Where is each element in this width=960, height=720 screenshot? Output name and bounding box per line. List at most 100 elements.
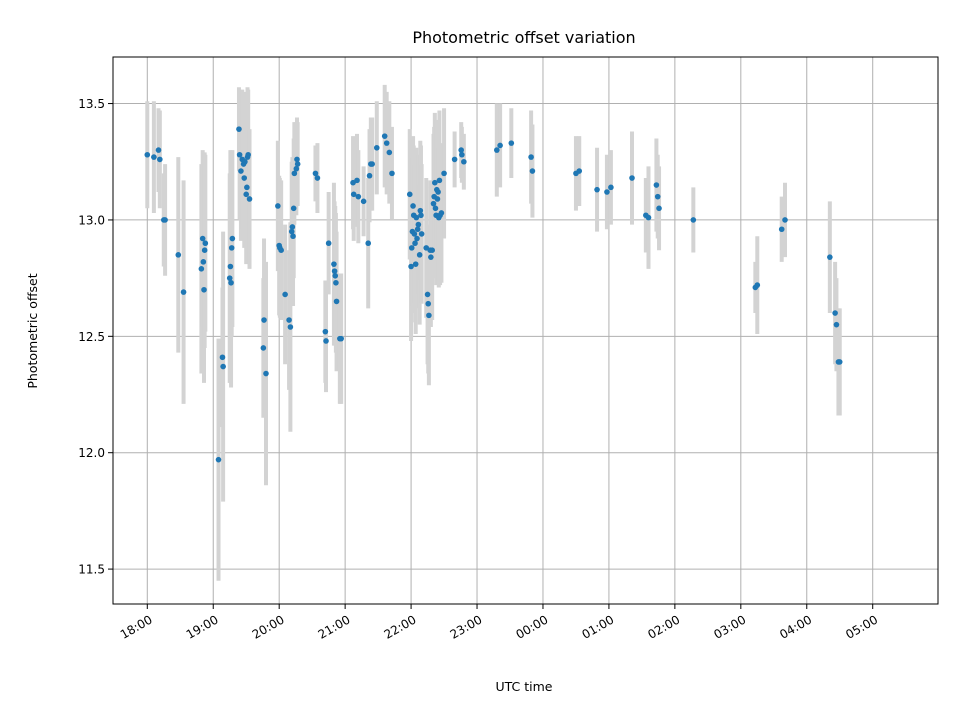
data-point [360,198,367,205]
data-point [175,252,182,258]
data-point [243,191,250,198]
x-axis-label: UTC time [496,679,553,694]
data-point [494,147,500,153]
data-point [508,140,515,146]
data-point [529,168,536,174]
data-point [429,247,435,253]
data-point [202,240,209,247]
points-layer [144,126,843,463]
data-point [350,191,357,198]
data-point [314,175,321,181]
data-point [412,240,418,247]
data-point [594,186,600,193]
data-point [408,263,414,270]
data-point [290,205,297,212]
data-point [406,191,413,198]
data-point [242,158,248,165]
data-point [291,170,298,177]
data-point [331,268,338,274]
data-point [245,151,251,158]
y-tick-label: 13.0 [78,213,105,227]
data-point [260,345,267,351]
data-point [432,205,439,212]
data-point [836,359,843,365]
y-axis-label: Photometric offset [25,273,40,388]
y-tick-label: 12.5 [78,330,105,344]
data-point [386,149,393,156]
data-point [827,254,833,260]
data-point [629,175,635,181]
data-point [458,147,465,153]
data-point [287,324,294,330]
data-point [155,147,162,153]
data-point [241,175,248,181]
data-point [438,210,445,216]
data-point [754,282,761,288]
data-point [461,158,467,165]
data-point [389,170,395,177]
data-point [226,275,233,281]
data-point [424,291,431,298]
data-point [411,231,418,237]
data-point [434,196,441,202]
data-point [417,207,424,214]
data-point [778,226,785,233]
data-point [408,245,415,251]
plot-frame [112,56,939,605]
data-point [278,247,284,253]
data-point [198,266,205,272]
data-point [432,179,438,186]
data-point [355,193,362,200]
y-tick-label: 11.5 [78,563,105,577]
data-point [333,298,340,305]
data-point [282,291,288,298]
data-point [414,235,420,242]
data-point [275,203,281,209]
data-point [290,233,296,240]
data-point [294,161,301,167]
data-point [428,254,434,260]
data-point [288,228,295,235]
data-point [426,312,432,319]
chart-title: Photometric offset variation [412,28,635,47]
data-point [180,289,187,295]
data-point [333,279,339,286]
data-point [286,317,292,323]
y-tick-label: 13.5 [78,97,105,111]
data-point [645,214,652,221]
data-point [220,363,226,370]
data-point [604,189,610,195]
data-point [365,240,372,247]
data-point [451,156,458,163]
data-point [413,214,420,221]
data-point [151,154,157,160]
data-point [325,240,332,247]
data-point [412,261,419,267]
data-point [576,168,583,174]
data-point [246,196,253,202]
data-point [654,193,661,200]
data-point [418,212,424,219]
data-point [416,252,423,258]
data-point [312,170,319,177]
data-point [435,189,441,195]
data-point [366,172,373,179]
data-point [425,300,432,307]
data-point [354,177,360,184]
data-point [332,273,339,279]
data-point [414,226,421,233]
data-point [436,177,443,184]
data-point [833,321,840,328]
data-point [289,224,296,230]
grid-layer [113,57,938,604]
data-point [199,235,206,242]
data-point [244,184,250,191]
data-point [331,261,337,267]
data-point [383,140,390,146]
data-point [236,151,243,158]
y-axis-ticks: 11.5 12.0 12.5 13.0 13.5 [78,97,113,577]
data-point [782,217,788,223]
data-point [236,126,242,132]
data-point [293,165,300,172]
